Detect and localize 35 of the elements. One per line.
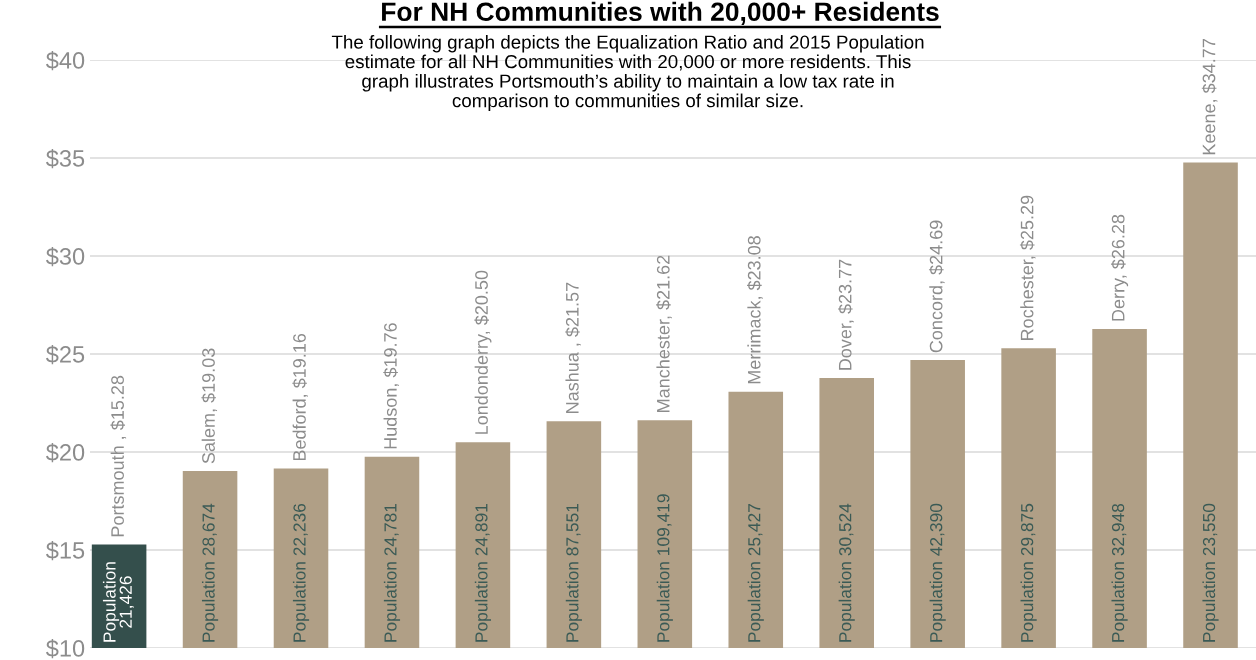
- data-label: Concord, $24.69: [928, 220, 945, 353]
- data-label: Merrimack, $23.08: [747, 236, 763, 384]
- data-label: Nashua , $21.57: [565, 282, 581, 413]
- annotation: Population 21,426: [102, 562, 134, 642]
- y-tick-label: $20: [46, 443, 85, 463]
- chart-title: For NH Communities with 20,000+ Residents: [382, 1, 939, 25]
- annotation: Population 28,674: [201, 503, 219, 642]
- data-label: Rochester, $25.29: [1019, 195, 1036, 340]
- y-tick-label: $15: [46, 541, 85, 561]
- annotation: Population 30,524: [838, 503, 855, 642]
- data-label: Derry, $26.28: [1111, 214, 1129, 321]
- annotation: Population 42,390: [929, 503, 946, 642]
- data-label: Keene, $34.77: [1201, 39, 1218, 155]
- data-label: Salem, $19.03: [201, 348, 218, 464]
- annotation: Population 87,551: [565, 503, 582, 642]
- annotation: Population 24,891: [474, 503, 491, 642]
- annotation: Population 22,236: [292, 503, 310, 642]
- annotation: Population 32,948: [1111, 503, 1128, 642]
- data-label: Portsmouth , $15.28: [110, 375, 127, 537]
- annotation: Population 24,781: [383, 503, 401, 642]
- y-tick-label: $25: [46, 345, 85, 365]
- annotation: Population 23,550: [1202, 503, 1219, 642]
- y-tick-label: $30: [46, 247, 85, 267]
- data-label: Dover, $23.77: [838, 259, 854, 370]
- data-label: Manchester, $21.62: [656, 255, 672, 412]
- annotation: Population 109,419: [656, 494, 673, 642]
- data-label: Londonderry, $20.50: [474, 270, 492, 434]
- data-label: Hudson, $19.76: [383, 323, 399, 449]
- data-label: Bedford, $19.16: [292, 333, 308, 461]
- y-tick-label: $10: [46, 639, 85, 659]
- y-tick-label: $40: [46, 51, 85, 71]
- y-tick-label: $35: [46, 149, 85, 169]
- annotation: Population 29,875: [1020, 503, 1037, 642]
- annotation: Population 25,427: [747, 504, 764, 642]
- chart-subtitle: The following graph depicts the Equalization Ratio and 2015 Population estimate for all NH Communities with 20,000 or more residents. This graph illustrates Portsmouth’s ability to maintain a low tax rate in comparison to communities of similar size.: [331, 35, 924, 112]
